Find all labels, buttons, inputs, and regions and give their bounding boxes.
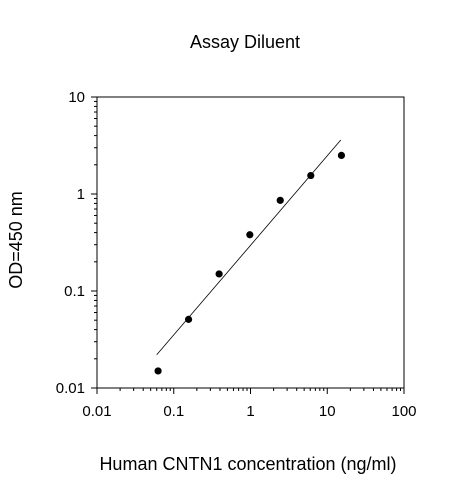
data-point xyxy=(184,315,193,323)
y-tick-label: 10 xyxy=(68,89,85,106)
data-point xyxy=(154,367,162,375)
data-point xyxy=(307,171,315,180)
y-tick-label: 1 xyxy=(77,186,85,203)
x-tick-label: 100 xyxy=(391,403,416,420)
data-point xyxy=(246,231,254,239)
y-axis-label: OD=450 nm xyxy=(6,191,26,289)
y-tick-label: 0.1 xyxy=(64,283,85,300)
x-axis-label: Human CNTN1 concentration (ng/ml) xyxy=(99,454,396,474)
plot-area: 0.01 0.1 1 10 100 0.01 0.1 1 10 xyxy=(56,89,417,420)
x-tick-label: 1 xyxy=(246,403,254,420)
data-point xyxy=(276,196,284,204)
y-tick-label: 0.01 xyxy=(56,380,85,397)
data-point xyxy=(337,151,346,159)
fit-line xyxy=(156,139,342,356)
plot-frame xyxy=(96,96,405,389)
x-tick-label: 10 xyxy=(319,403,336,420)
chart-title: Assay Diluent xyxy=(190,32,300,52)
x-tick-label: 0.01 xyxy=(82,403,111,420)
data-point xyxy=(215,270,223,278)
x-tick-label: 0.1 xyxy=(163,403,184,420)
